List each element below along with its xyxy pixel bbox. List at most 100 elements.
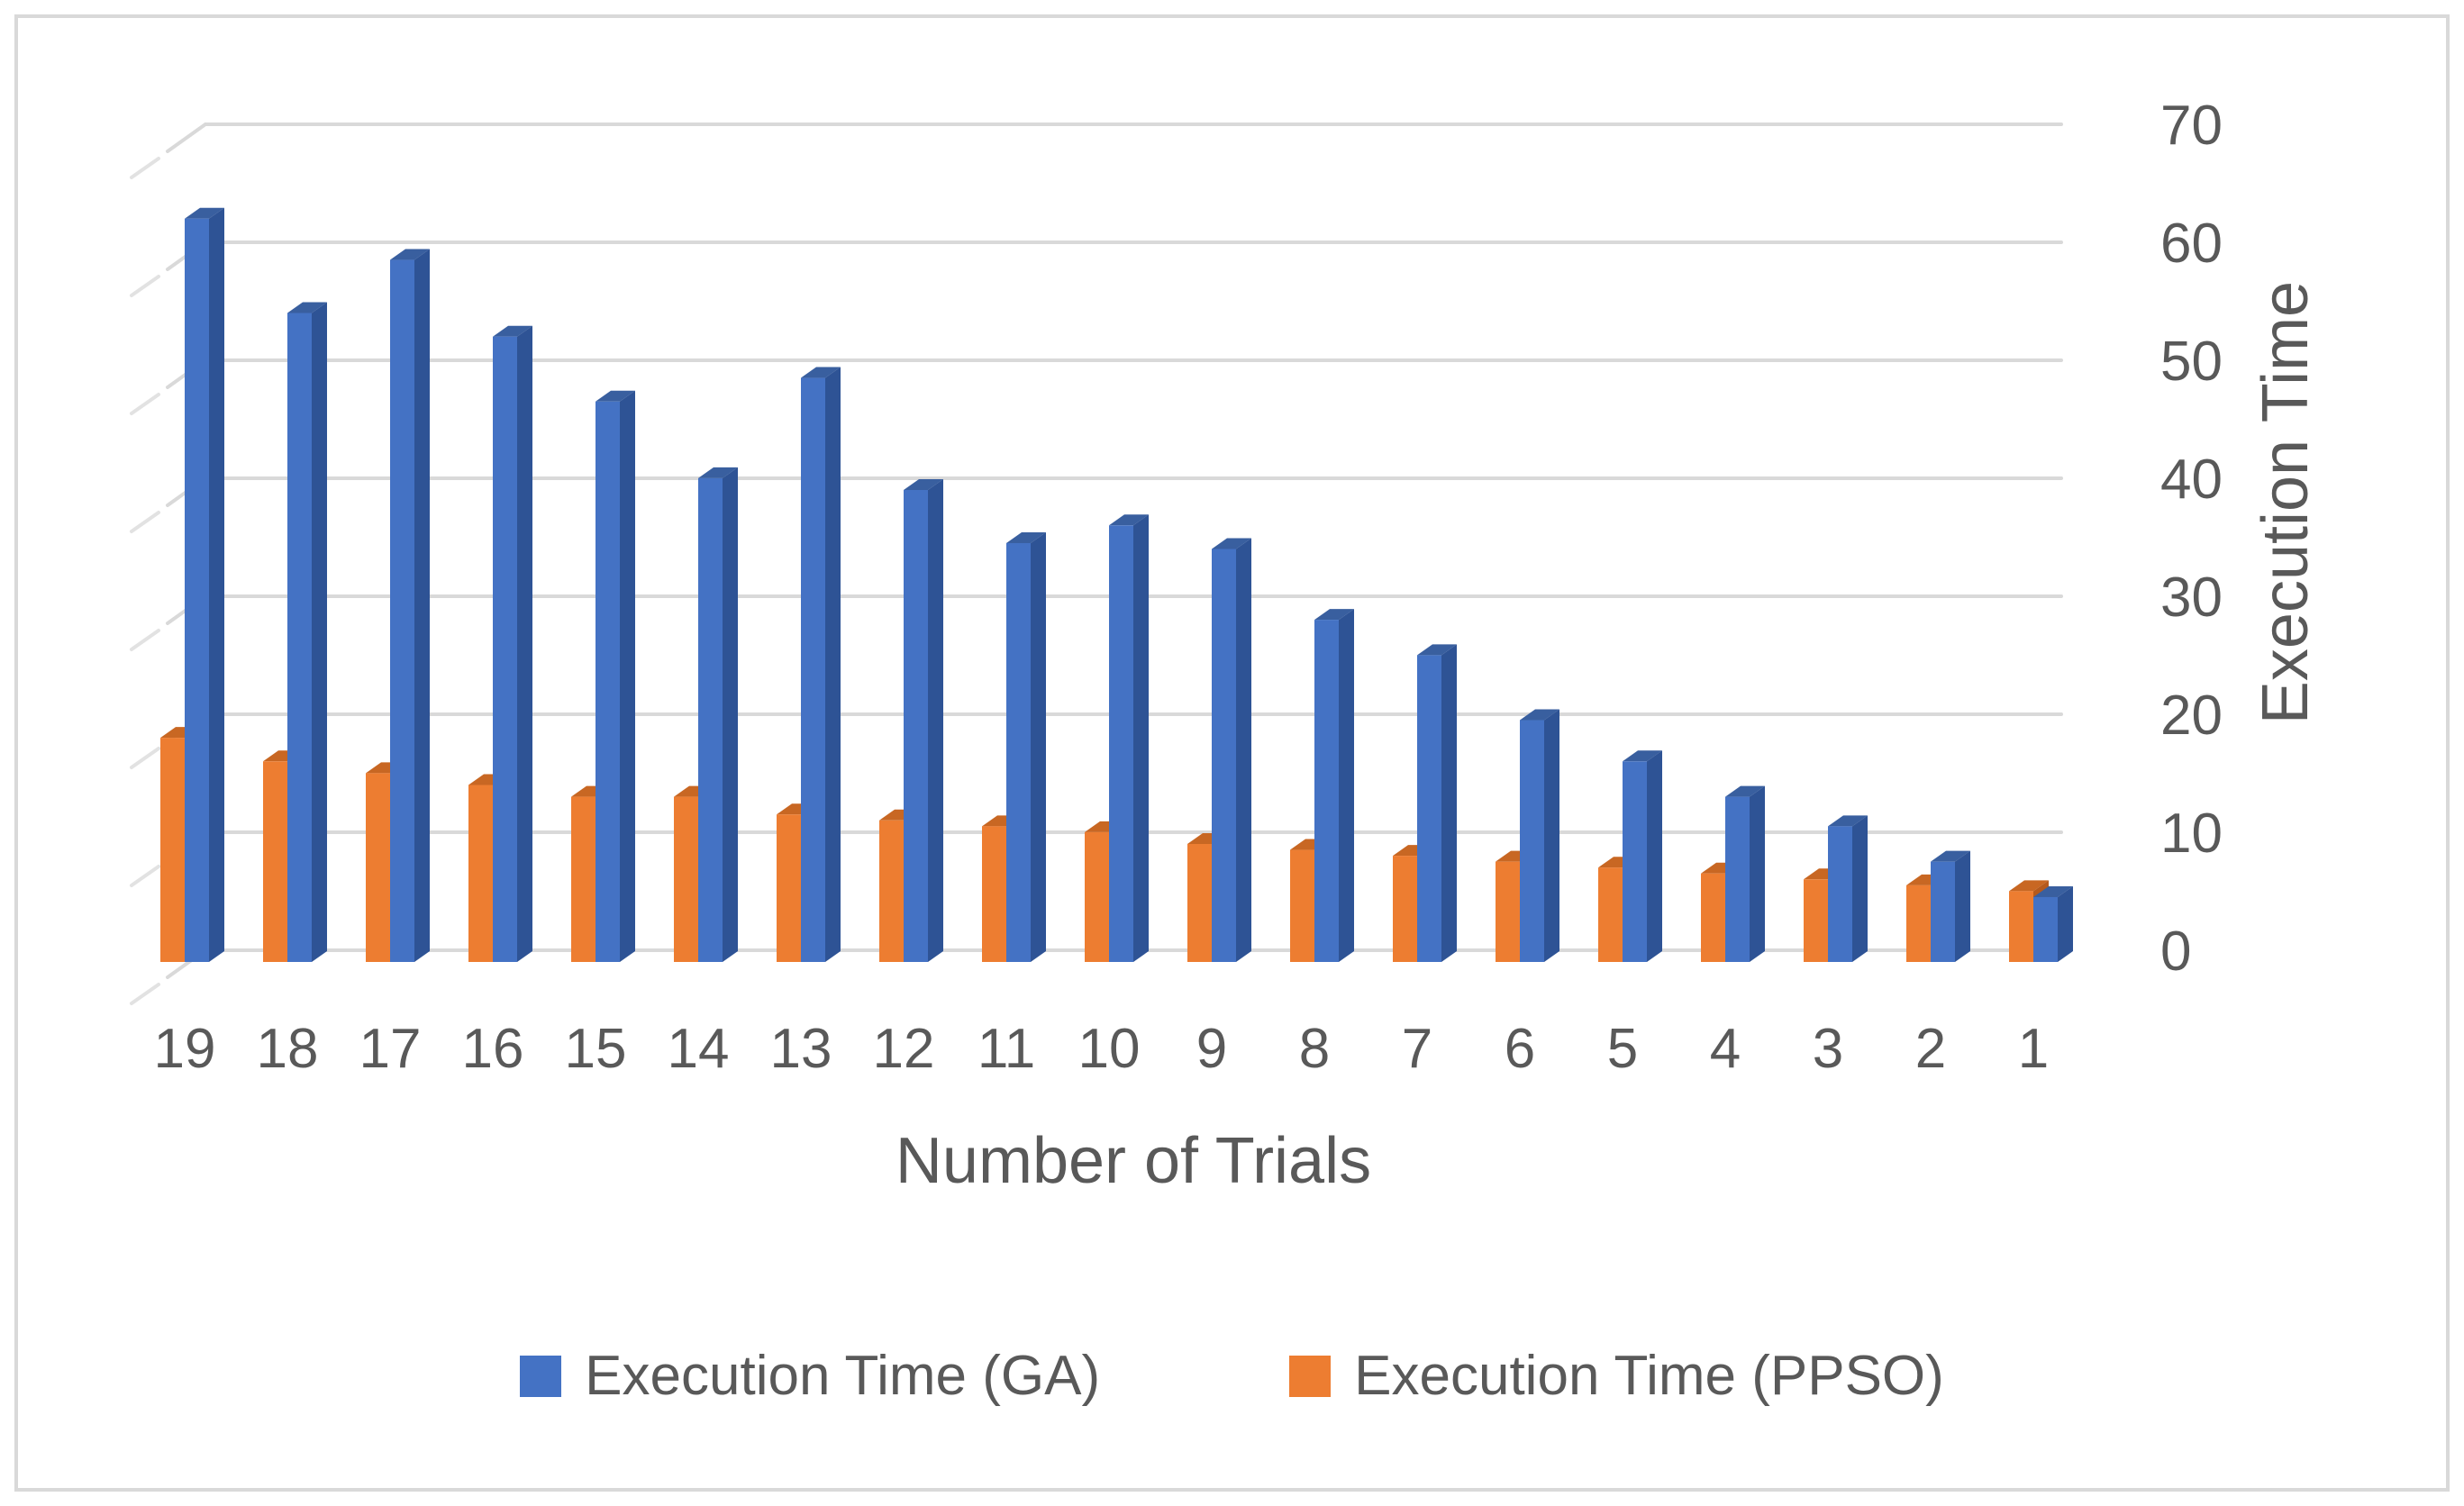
- bar: [879, 820, 904, 962]
- bar-top-face: [2009, 880, 2049, 892]
- bar-side-face: [2058, 885, 2073, 962]
- bar-side-face: [825, 367, 841, 962]
- bar-top-face: [596, 390, 635, 402]
- bar: [1931, 861, 1955, 962]
- bar: [390, 259, 414, 962]
- bar-top-face: [1725, 785, 1765, 797]
- bar-side-face: [1133, 514, 1149, 962]
- bar: [777, 814, 801, 962]
- bar-side-face: [928, 479, 943, 962]
- bar-top-face: [1931, 850, 1970, 862]
- bar: [1520, 720, 1544, 962]
- y-tick-label: 20: [2160, 685, 2223, 747]
- bar-top-face: [1212, 538, 1251, 549]
- bar-top-face: [390, 249, 430, 260]
- bar: [698, 477, 723, 962]
- gridline: [166, 240, 2063, 271]
- bar-side-face: [1236, 538, 1251, 962]
- gridline-depth-tick: [130, 157, 160, 179]
- bar-side-face: [312, 302, 327, 962]
- bar-top-face: [1314, 609, 1354, 621]
- y-tick-label: 0: [2160, 921, 2191, 983]
- bar: [1314, 620, 1339, 962]
- bar: [1187, 844, 1212, 962]
- bar-top-face: [1109, 514, 1149, 526]
- x-axis-title: Number of Trials: [895, 1125, 1372, 1197]
- gridline-depth-tick: [130, 393, 160, 415]
- bar: [571, 796, 596, 962]
- bar-top-face: [801, 367, 841, 378]
- bar: [904, 490, 928, 962]
- bar-side-face: [723, 467, 738, 962]
- x-category-label: 3: [1813, 1018, 1843, 1080]
- legend: Execution Time (GA) Execution Time (PPSO…: [0, 1344, 2464, 1408]
- x-category-label: 7: [1402, 1018, 1432, 1080]
- bar: [2033, 896, 2058, 962]
- bar: [801, 377, 825, 962]
- bar: [1085, 831, 1109, 962]
- bar-side-face: [414, 249, 430, 962]
- bar: [493, 336, 517, 962]
- bar: [674, 796, 698, 962]
- y-axis-title: Execution Time: [2250, 280, 2322, 725]
- bar: [287, 313, 312, 962]
- bar-side-face: [1955, 850, 1970, 962]
- y-tick-label: 40: [2160, 449, 2223, 511]
- x-category-label: 6: [1505, 1018, 1535, 1080]
- y-tick-label: 10: [2160, 803, 2223, 865]
- gridline: [166, 122, 2063, 153]
- bar-side-face: [209, 207, 224, 962]
- bar: [160, 738, 185, 962]
- bar-side-face: [1750, 785, 1765, 962]
- bar: [1725, 796, 1750, 962]
- bar-side-face: [620, 390, 635, 962]
- bar-top-face: [1006, 531, 1046, 543]
- bar: [1701, 873, 1725, 962]
- y-tick-label: 50: [2160, 331, 2223, 393]
- bar-side-face: [1031, 531, 1046, 962]
- gridline-depth-tick: [130, 511, 160, 533]
- bar-side-face: [1339, 609, 1354, 962]
- bar: [1496, 861, 1520, 962]
- bar-side-face: [1441, 644, 1457, 962]
- legend-label-ppso: Execution Time (PPSO): [1354, 1345, 1944, 1407]
- x-category-label: 13: [770, 1018, 832, 1080]
- legend-swatch-ppso-icon: [1289, 1355, 1332, 1397]
- bar: [1212, 549, 1236, 962]
- x-category-label: 1: [2018, 1018, 2049, 1080]
- bar: [468, 785, 493, 962]
- bar-top-face: [1828, 815, 1868, 827]
- bar: [1598, 867, 1623, 962]
- bar-side-face: [1852, 815, 1868, 962]
- x-category-label: 4: [1710, 1018, 1741, 1080]
- bar: [263, 761, 287, 962]
- x-category-label: 16: [462, 1018, 524, 1080]
- bar: [1804, 879, 1828, 962]
- bar-top-face: [904, 479, 943, 490]
- x-category-label: 8: [1299, 1018, 1330, 1080]
- gridline-depth-tick: [130, 275, 160, 297]
- legend-item-ppso: Execution Time (PPSO): [1289, 1344, 1944, 1408]
- x-category-label: 9: [1196, 1018, 1227, 1080]
- legend-swatch-ga-icon: [520, 1355, 562, 1397]
- x-category-label: 2: [1915, 1018, 1946, 1080]
- bar: [1417, 655, 1441, 962]
- gridline: [166, 476, 2063, 507]
- x-category-label: 18: [257, 1018, 319, 1080]
- bar: [2009, 891, 2033, 962]
- x-category-label: 15: [565, 1018, 627, 1080]
- bar: [1906, 885, 1931, 962]
- x-category-label: 17: [359, 1018, 422, 1080]
- gridline: [166, 358, 2063, 389]
- bar: [1109, 525, 1133, 962]
- legend-item-ga: Execution Time (GA): [520, 1344, 1100, 1408]
- bar-top-face: [493, 325, 532, 337]
- bar-top-face: [287, 302, 327, 313]
- bar-top-face: [1623, 750, 1662, 762]
- bar-top-face: [698, 467, 738, 478]
- x-category-label: 14: [668, 1018, 730, 1080]
- bar-side-face: [1544, 709, 1559, 962]
- x-category-label: 10: [1078, 1018, 1141, 1080]
